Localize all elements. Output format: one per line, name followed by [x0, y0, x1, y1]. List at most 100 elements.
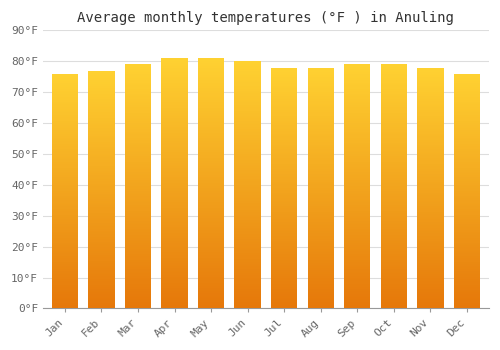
Bar [380, 238, 407, 239]
Bar [344, 191, 370, 193]
Bar [454, 210, 480, 211]
Bar [125, 290, 151, 292]
Bar [198, 217, 224, 218]
Bar [308, 276, 334, 277]
Bar [454, 168, 480, 169]
Bar [162, 288, 188, 290]
Bar [162, 273, 188, 275]
Bar [125, 237, 151, 238]
Bar [52, 271, 78, 272]
Bar [162, 241, 188, 242]
Bar [308, 305, 334, 306]
Bar [380, 86, 407, 88]
Bar [125, 191, 151, 193]
Bar [88, 80, 115, 81]
Bar [344, 187, 370, 188]
Bar [88, 99, 115, 100]
Bar [198, 241, 224, 242]
Bar [52, 209, 78, 210]
Bar [88, 294, 115, 295]
Bar [234, 140, 261, 142]
Bar [234, 112, 261, 113]
Bar [125, 271, 151, 272]
Bar [454, 252, 480, 253]
Bar [380, 128, 407, 129]
Bar [198, 277, 224, 279]
Bar [162, 276, 188, 277]
Bar [417, 149, 444, 150]
Bar [380, 239, 407, 240]
Bar [125, 222, 151, 223]
Bar [52, 99, 78, 101]
Bar [162, 211, 188, 212]
Bar [52, 212, 78, 214]
Bar [52, 121, 78, 122]
Bar [308, 250, 334, 251]
Bar [125, 77, 151, 78]
Bar [417, 107, 444, 108]
Bar [454, 274, 480, 275]
Bar [88, 304, 115, 305]
Bar [271, 200, 297, 201]
Bar [52, 162, 78, 163]
Bar [234, 139, 261, 140]
Bar [162, 140, 188, 141]
Bar [234, 266, 261, 268]
Bar [417, 127, 444, 128]
Bar [380, 116, 407, 117]
Bar [125, 169, 151, 170]
Bar [125, 288, 151, 289]
Bar [308, 260, 334, 261]
Bar [125, 196, 151, 197]
Bar [234, 189, 261, 190]
Bar [271, 259, 297, 260]
Bar [52, 261, 78, 263]
Bar [417, 282, 444, 283]
Bar [234, 292, 261, 294]
Bar [198, 111, 224, 112]
Bar [234, 69, 261, 70]
Bar [344, 213, 370, 215]
Bar [344, 238, 370, 239]
Bar [454, 273, 480, 274]
Bar [454, 164, 480, 165]
Bar [88, 226, 115, 228]
Bar [417, 159, 444, 160]
Bar [308, 298, 334, 299]
Bar [234, 135, 261, 137]
Bar [234, 228, 261, 229]
Bar [234, 103, 261, 105]
Bar [344, 243, 370, 244]
Bar [271, 120, 297, 122]
Bar [380, 230, 407, 232]
Bar [380, 113, 407, 114]
Bar [344, 104, 370, 105]
Bar [454, 195, 480, 196]
Bar [198, 141, 224, 142]
Bar [380, 96, 407, 97]
Bar [88, 306, 115, 307]
Bar [271, 237, 297, 239]
Bar [417, 113, 444, 114]
Bar [198, 99, 224, 101]
Bar [417, 187, 444, 188]
Bar [308, 307, 334, 308]
Bar [88, 271, 115, 272]
Bar [162, 246, 188, 247]
Bar [125, 230, 151, 232]
Bar [88, 191, 115, 192]
Bar [454, 165, 480, 167]
Bar [308, 88, 334, 89]
Bar [344, 179, 370, 180]
Bar [125, 267, 151, 268]
Bar [125, 107, 151, 108]
Bar [88, 225, 115, 226]
Bar [234, 195, 261, 196]
Bar [52, 151, 78, 152]
Bar [125, 216, 151, 217]
Bar [380, 83, 407, 84]
Bar [52, 148, 78, 149]
Bar [417, 220, 444, 222]
Bar [88, 71, 115, 72]
Bar [344, 67, 370, 68]
